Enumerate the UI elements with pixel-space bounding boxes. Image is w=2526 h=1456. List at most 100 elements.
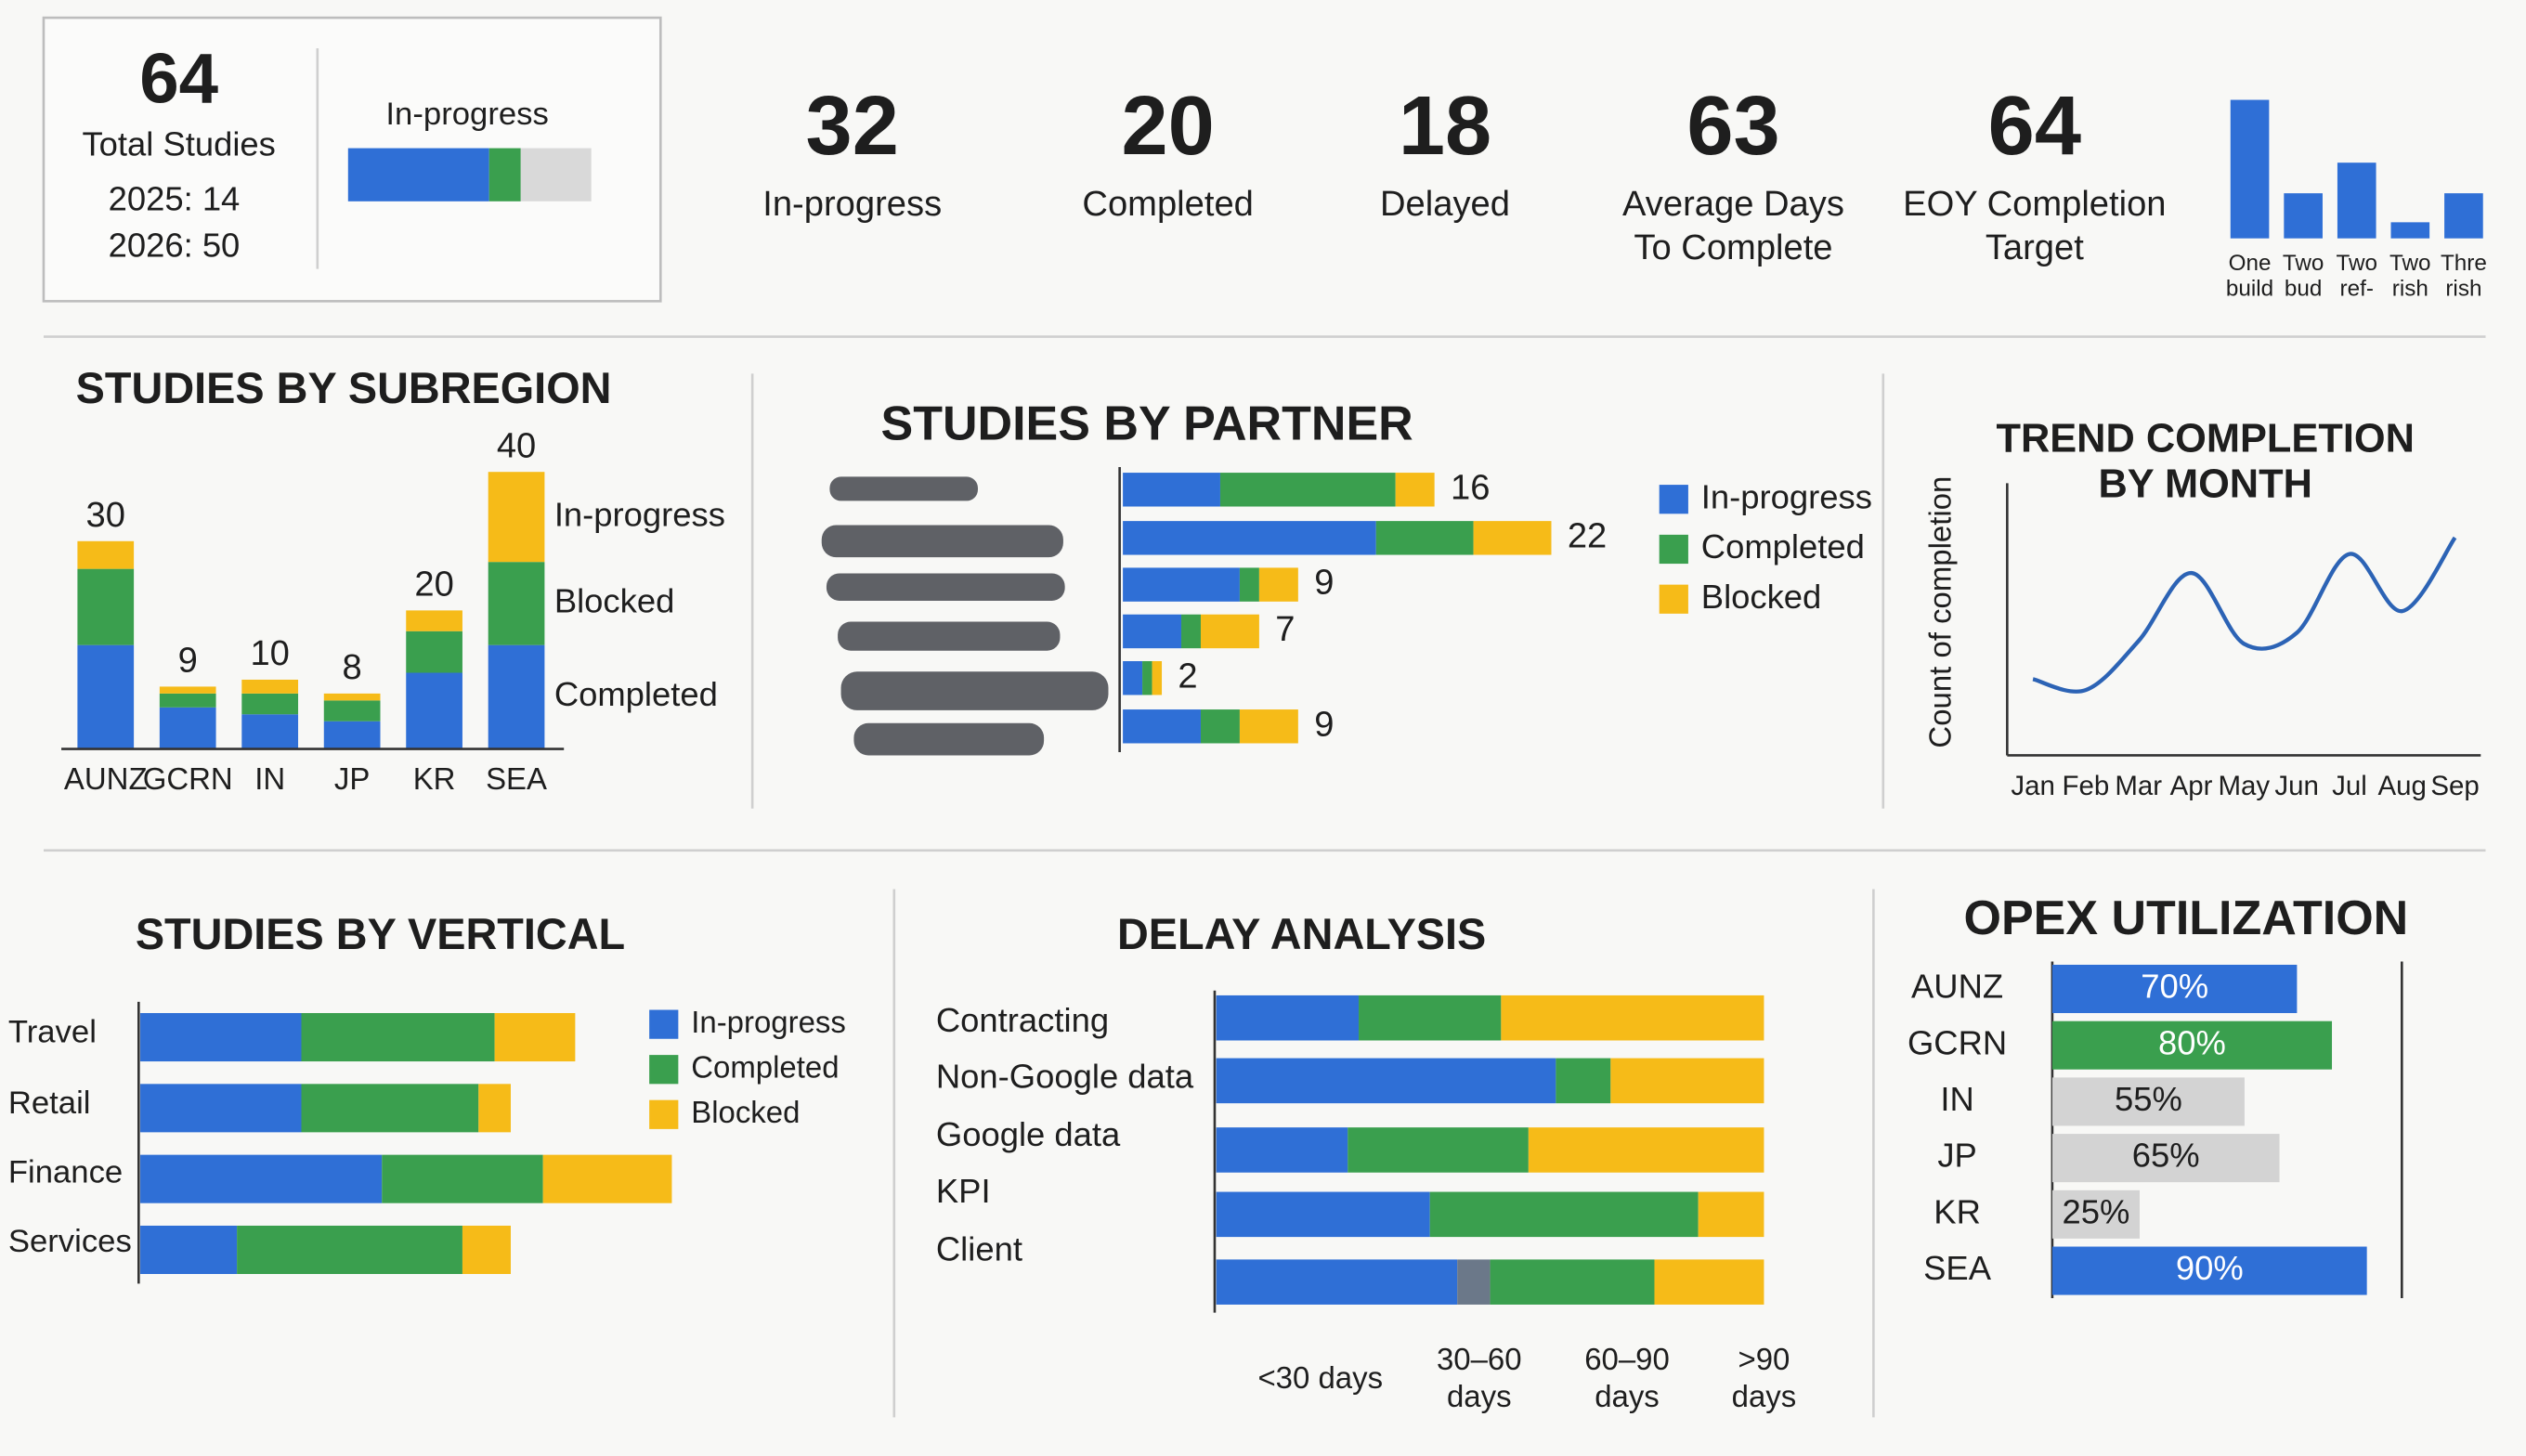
x-tick-label: Thre — [2441, 251, 2487, 276]
kpi-value: 64 — [1988, 79, 2081, 173]
bar-segment — [1123, 614, 1182, 649]
bar — [2337, 162, 2376, 239]
x-tick-label: build — [2226, 277, 2273, 302]
kpi-label: EOY Completion — [1903, 184, 2166, 224]
value-label: 90% — [2176, 1249, 2244, 1287]
total-label: 8 — [343, 647, 362, 687]
bar-segment — [1239, 567, 1259, 602]
bar — [2051, 964, 2298, 1014]
bar — [2230, 99, 2270, 239]
bar-segment — [1200, 614, 1259, 649]
total-label: 2 — [1178, 656, 1197, 696]
x-tick-label: ref- — [2340, 277, 2374, 302]
x-tick-label: days — [1447, 1379, 1512, 1413]
chart-title: DELAY ANALYSIS — [1117, 910, 1486, 958]
bar-segment — [406, 610, 462, 631]
y-tick-label: GCRN — [1908, 1023, 2007, 1061]
kpi-label: To Complete — [1634, 228, 1832, 267]
x-tick-label: GCRN — [143, 761, 233, 796]
value-label: 25% — [2063, 1192, 2130, 1230]
value-label: 65% — [2132, 1137, 2200, 1175]
chart-title: STUDIES BY PARTNER — [881, 396, 1413, 450]
x-tick-label: <30 days — [1257, 1360, 1383, 1395]
x-tick-label: SEA — [486, 761, 547, 796]
bar — [2444, 193, 2483, 239]
bar-segment — [323, 700, 381, 722]
total-label: 10 — [250, 633, 289, 673]
bar-segment — [1152, 661, 1163, 696]
bar — [2390, 222, 2430, 239]
total-label: 40 — [497, 425, 536, 465]
legend-label: Blocked — [691, 1095, 800, 1129]
y-tick-label: Travel — [8, 1015, 97, 1050]
bar — [2051, 1134, 2280, 1183]
bar-segment — [140, 1225, 238, 1274]
bar-segment — [237, 1225, 462, 1274]
bar-segment — [1375, 521, 1474, 555]
trend-line — [2032, 536, 2457, 694]
y-tick-label: Services — [8, 1224, 132, 1259]
bar-segment — [1348, 1127, 1529, 1173]
bar-segment — [382, 1154, 543, 1203]
bar — [2051, 1077, 2245, 1126]
bar-segment — [1610, 1058, 1764, 1104]
bar-segment — [1395, 473, 1435, 507]
bar-segment — [1216, 1259, 1458, 1305]
y-tick-label: IN — [1940, 1080, 1973, 1118]
bar-segment — [406, 630, 462, 673]
chart-title: STUDIES BY SUBREGION — [76, 364, 612, 412]
bar — [2051, 1190, 2141, 1239]
bar-segment — [1200, 709, 1240, 744]
redaction — [826, 573, 1065, 601]
bar-segment — [1528, 1127, 1764, 1173]
legend-label: In-progress — [1701, 477, 1872, 515]
kpi-value: 32 — [806, 79, 899, 173]
bar-segment — [488, 562, 545, 645]
total-label: Total Studies — [82, 124, 275, 162]
bar-segment — [462, 1225, 511, 1274]
kpi-label: Delayed — [1380, 184, 1510, 224]
total-label: 9 — [1314, 563, 1334, 603]
redacted-partner-names — [821, 476, 1109, 756]
bar-segment — [1142, 661, 1152, 696]
total-label: 16 — [1451, 467, 1490, 507]
x-tick-label: IN — [254, 761, 285, 796]
bar-segment — [77, 568, 135, 645]
redaction — [821, 525, 1063, 558]
bar-segment — [494, 1013, 576, 1062]
x-tick-label: Jun — [2274, 771, 2319, 801]
x-tick-label: Jul — [2332, 771, 2367, 801]
bar-segment — [478, 1084, 511, 1133]
bar-segment — [1457, 1259, 1491, 1305]
progress-segment — [347, 148, 489, 202]
x-tick-label: Jan — [2011, 771, 2055, 801]
chart-title: OPEX UTILIZATION — [1964, 891, 2409, 945]
x-tick-label: Feb — [2063, 771, 2110, 801]
redaction — [838, 621, 1061, 651]
progress-segment — [520, 148, 592, 202]
y-tick-label: AUNZ — [1911, 968, 2003, 1006]
x-tick-label: Mar — [2115, 771, 2162, 801]
bar-segment — [1698, 1191, 1764, 1238]
x-tick-label: days — [1595, 1379, 1660, 1413]
x-tick-label: Aug — [2378, 771, 2427, 801]
bar-segment — [77, 644, 135, 749]
chart-title: BY MONTH — [2098, 462, 2311, 506]
x-tick-label: Apr — [2170, 771, 2213, 801]
bar-segment — [1556, 1058, 1611, 1104]
bar-segment — [301, 1013, 495, 1062]
x-tick-label: 30–60 — [1437, 1342, 1522, 1376]
bar-segment — [1501, 994, 1764, 1041]
kpi-label: Completed — [1082, 184, 1253, 224]
progress-segment — [488, 148, 521, 202]
value-label: 80% — [2158, 1023, 2226, 1061]
x-tick-label: bud — [2285, 277, 2323, 302]
bar-segment — [1123, 567, 1240, 602]
total-label: 30 — [86, 495, 125, 535]
x-tick-label: One — [2229, 251, 2272, 276]
bar-segment — [1490, 1259, 1655, 1305]
legend-label: Completed — [554, 675, 718, 713]
bar-segment — [159, 686, 216, 694]
x-tick-label: Two — [2389, 251, 2431, 276]
bar-segment — [323, 721, 381, 749]
